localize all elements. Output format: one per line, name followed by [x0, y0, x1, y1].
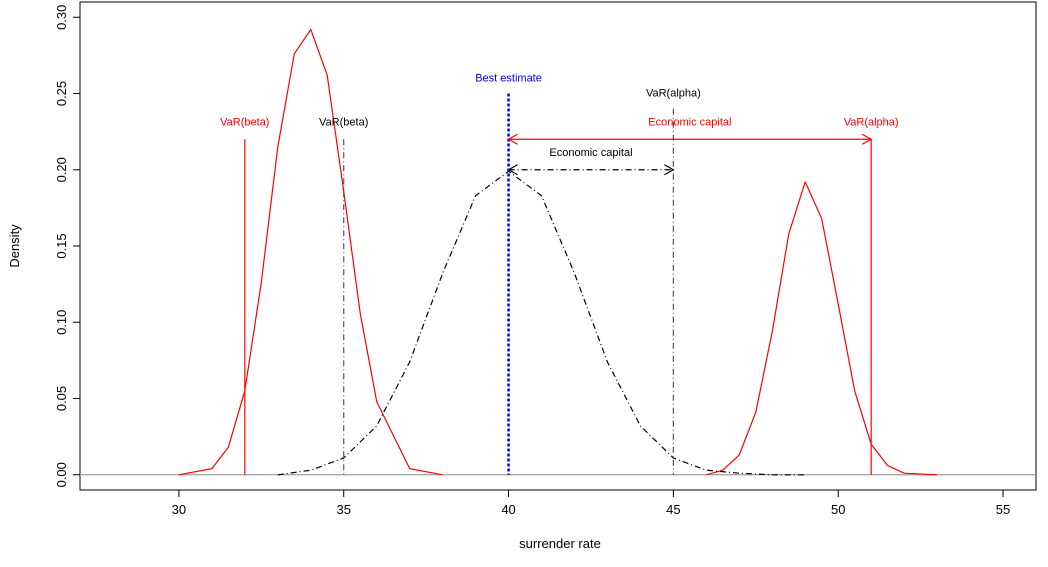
y-axis-title: Density — [7, 224, 22, 268]
y-tick-label: 0.05 — [54, 386, 69, 411]
x-tick-label: 45 — [666, 502, 680, 517]
x-tick-label: 40 — [501, 502, 515, 517]
y-tick-label: 0.15 — [54, 233, 69, 258]
y-tick-label: 0.10 — [54, 310, 69, 335]
x-tick-label: 50 — [831, 502, 845, 517]
annotation-2: VaR(beta) — [319, 117, 368, 129]
annotation-1: VaR(beta) — [220, 117, 269, 129]
x-axis-title: surrender rate — [519, 536, 601, 551]
density-curve-3 — [277, 170, 806, 476]
annotation-3: Best estimate — [475, 72, 542, 84]
density-curve-2 — [706, 181, 938, 476]
x-tick-label: 55 — [996, 502, 1010, 517]
annotation-4: VaR(alpha) — [646, 88, 701, 100]
plot-frame — [79, 1, 1037, 491]
y-tick-label: 0.00 — [54, 462, 69, 487]
capital-arrow-heads-2 — [507, 164, 675, 176]
annotation-7: Economic capital — [549, 147, 632, 159]
y-tick-label: 0.20 — [54, 157, 69, 182]
axis-layer: 30 35 40 45 50 55 0.00 0.05 0.10 0.15 0.20 0.25 0.30 — [54, 5, 1010, 517]
x-tick-label: 35 — [336, 502, 350, 517]
annotation-6: VaR(alpha) — [844, 117, 899, 129]
capital-arrow-heads-1 — [507, 133, 873, 145]
density-curve-1 — [178, 28, 443, 476]
y-tick-label: 0.30 — [54, 5, 69, 30]
plot-layer: VaR(beta) VaR(beta) Best estimate VaR(alpha… — [80, 28, 1036, 476]
annotation-5: Economic capital — [648, 117, 731, 129]
y-tick-label: 0.25 — [54, 81, 69, 106]
x-tick-label: 30 — [172, 502, 186, 517]
